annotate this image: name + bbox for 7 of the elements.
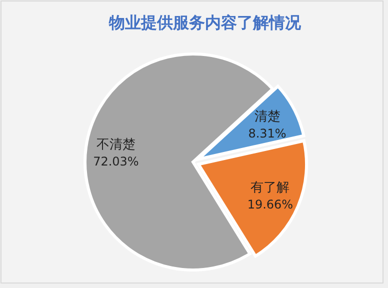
slice-label: 有了解 [250,180,290,196]
data-label: 72.03% [93,154,139,168]
slice-label: 不清楚 [96,137,136,152]
chart-title: 物业提供服务内容了解情况 [108,13,302,32]
data-label: 19.66% [247,197,294,212]
data-label: 8.31% [248,126,286,140]
slice-label: 清楚 [254,109,280,124]
